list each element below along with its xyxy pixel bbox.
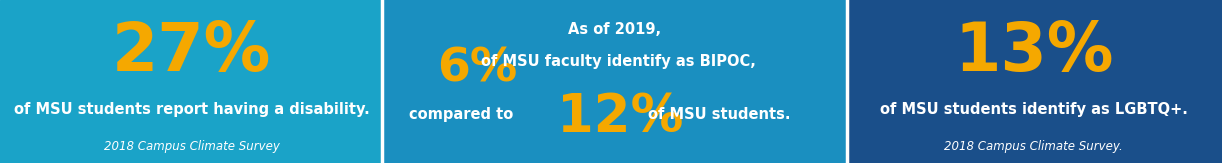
Bar xyxy=(0,0,382,163)
Text: 27%: 27% xyxy=(112,19,271,85)
Text: 6%: 6% xyxy=(437,47,518,92)
Text: As of 2019,: As of 2019, xyxy=(568,22,661,37)
Text: 2018 Campus Climate Survey.: 2018 Campus Climate Survey. xyxy=(945,140,1123,153)
Text: of MSU students.: of MSU students. xyxy=(648,107,791,122)
Bar xyxy=(382,0,847,163)
Text: 12%: 12% xyxy=(557,91,683,143)
Bar xyxy=(847,0,1222,163)
Text: compared to: compared to xyxy=(409,107,513,122)
Text: of MSU students identify as LGBTQ+.: of MSU students identify as LGBTQ+. xyxy=(880,102,1188,117)
Text: 13%: 13% xyxy=(954,19,1113,85)
Text: 2018 Campus Climate Survey: 2018 Campus Climate Survey xyxy=(104,140,280,153)
Text: of MSU students report having a disability.: of MSU students report having a disabili… xyxy=(13,102,370,117)
Text: of MSU faculty identify as BIPOC,: of MSU faculty identify as BIPOC, xyxy=(481,54,756,69)
